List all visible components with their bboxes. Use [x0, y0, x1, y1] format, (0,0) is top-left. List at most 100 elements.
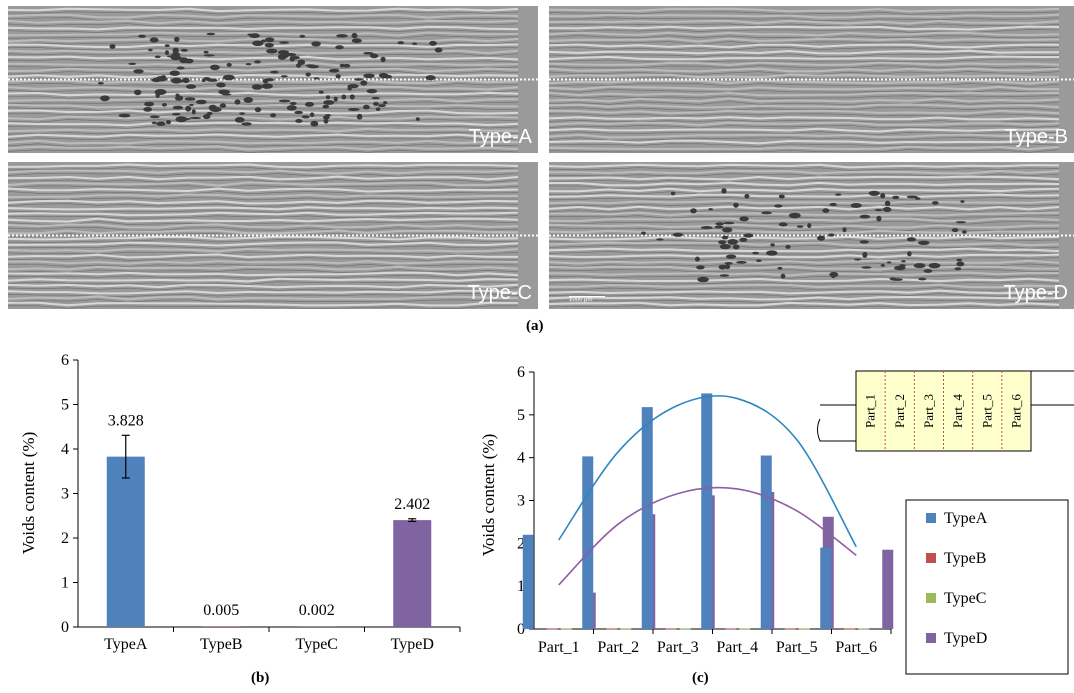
void — [174, 95, 184, 101]
void — [309, 112, 315, 117]
legend-label: TypeC — [944, 590, 986, 607]
void — [100, 95, 110, 102]
resin-line — [8, 209, 519, 213]
x-tick-label: Part_1 — [538, 639, 580, 656]
void — [218, 89, 231, 95]
void — [354, 78, 363, 81]
resin-line — [549, 209, 1060, 213]
resin-line — [8, 173, 519, 177]
void — [842, 227, 847, 233]
void — [850, 203, 862, 208]
void — [151, 121, 157, 125]
void — [868, 190, 880, 196]
micrograph-texture — [549, 163, 1074, 309]
micrograph-type-a: Type-A — [8, 6, 538, 153]
fiber-layer — [549, 169, 1060, 175]
fiber-layer — [8, 55, 519, 61]
void — [270, 113, 277, 118]
void — [175, 93, 180, 97]
fiber-layer — [549, 13, 1060, 19]
void — [360, 80, 368, 86]
x-tick-label: Part_4 — [716, 639, 758, 656]
y-tick-label: 2 — [61, 530, 69, 547]
void — [951, 228, 959, 233]
void — [672, 232, 684, 237]
void — [148, 48, 153, 52]
void — [176, 66, 185, 70]
bar-typea-part_3 — [641, 407, 653, 629]
bar-typea-part_4 — [701, 393, 713, 629]
y-axis-label: Voids content (%) — [19, 432, 38, 554]
y-tick-label: 5 — [517, 407, 525, 424]
void — [960, 200, 965, 203]
y-tick-label: 6 — [517, 364, 525, 381]
bar-typeb-part_5 — [784, 628, 796, 630]
void — [203, 114, 211, 120]
fiber-layer — [8, 97, 519, 103]
resin-line — [549, 221, 1060, 225]
resin-line — [8, 179, 519, 183]
data-label: 0.002 — [299, 602, 335, 619]
void — [351, 32, 358, 39]
void — [307, 65, 320, 69]
x-tick-label: TypeB — [200, 636, 242, 653]
void — [342, 63, 351, 68]
void — [254, 107, 262, 113]
void — [752, 251, 759, 255]
x-tick-label: Part_3 — [657, 639, 699, 656]
void — [118, 113, 131, 118]
void — [311, 41, 321, 47]
fiber-layer — [549, 223, 1060, 229]
resin-line — [549, 53, 1060, 57]
void — [380, 56, 386, 63]
data-label: 0.005 — [203, 602, 239, 619]
fiber-layer — [549, 43, 1060, 49]
void — [241, 122, 252, 126]
resin-line — [549, 203, 1060, 207]
void — [719, 244, 731, 250]
void — [369, 53, 379, 59]
void — [277, 50, 290, 55]
void — [185, 84, 197, 89]
resin-line — [549, 11, 1060, 15]
void — [766, 250, 778, 256]
fiber-layer — [549, 253, 1060, 259]
inset-part-label: Part_3 — [921, 394, 936, 428]
fiber-layer — [549, 259, 1060, 265]
fiber-layer — [549, 127, 1060, 133]
void — [955, 221, 966, 224]
void — [322, 115, 330, 120]
void — [138, 34, 146, 38]
fiber-layer — [549, 271, 1060, 277]
fiber-layer — [549, 25, 1060, 31]
void — [336, 34, 348, 38]
fiber-layer — [8, 139, 519, 145]
void — [177, 79, 185, 83]
void — [397, 41, 405, 45]
resin-line — [8, 35, 519, 39]
fiber-layer — [549, 187, 1060, 193]
void — [778, 222, 788, 227]
void — [155, 92, 160, 99]
x-tick-label: Part_2 — [597, 639, 639, 656]
resin-line — [549, 305, 1060, 309]
void — [280, 75, 288, 78]
void — [954, 267, 962, 271]
void — [880, 264, 885, 267]
void — [322, 104, 330, 109]
x-tick-label: TypeD — [391, 636, 434, 653]
void — [185, 105, 192, 112]
void — [907, 251, 912, 257]
void — [277, 53, 287, 60]
resin-line — [8, 263, 519, 267]
y-tick-label: 1 — [61, 575, 69, 592]
fiber-layer — [8, 67, 519, 73]
void — [726, 254, 737, 259]
void — [906, 237, 916, 242]
resin-line — [549, 245, 1060, 249]
void — [822, 208, 830, 213]
bar-typec-part_2 — [620, 628, 632, 630]
y-tick-label: 1 — [517, 578, 525, 595]
fiber-layer — [8, 229, 519, 235]
resin-line — [549, 113, 1060, 117]
